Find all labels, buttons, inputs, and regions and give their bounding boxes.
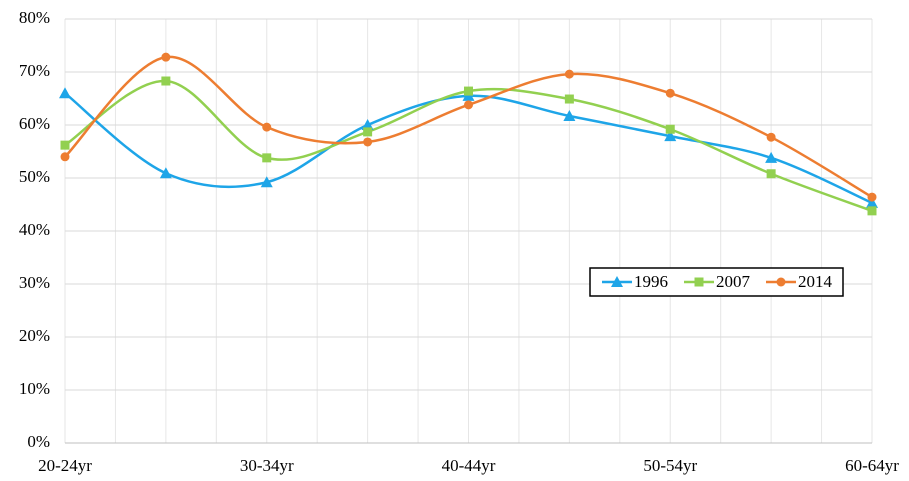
marker	[766, 132, 776, 142]
marker	[665, 124, 675, 134]
legend-label: 1996	[634, 272, 668, 291]
x-tick-label: 60-64yr	[845, 456, 899, 475]
marker	[776, 277, 786, 287]
legend-label: 2007	[716, 272, 751, 291]
marker	[161, 52, 171, 62]
marker	[161, 76, 171, 86]
x-tick-label: 20-24yr	[38, 456, 92, 475]
y-tick-label: 10%	[19, 379, 50, 398]
series-line	[64, 55, 873, 199]
marker	[363, 137, 373, 147]
legend-label: 2014	[798, 272, 833, 291]
x-tick-label: 50-54yr	[643, 456, 697, 475]
marker	[59, 87, 71, 99]
y-tick-label: 60%	[19, 114, 50, 133]
x-tick-label: 30-34yr	[240, 456, 294, 475]
marker	[262, 122, 272, 132]
legend: 1996 2007 2014	[589, 267, 844, 297]
y-tick-label: 0%	[27, 432, 50, 451]
y-tick-label: 30%	[19, 273, 50, 292]
marker	[867, 206, 877, 216]
y-tick-label: 50%	[19, 167, 50, 186]
marker	[361, 119, 374, 130]
marker	[564, 94, 574, 104]
marker	[766, 169, 776, 179]
x-tick-label: 40-44yr	[442, 456, 496, 475]
marker	[260, 176, 273, 188]
marker	[464, 100, 473, 110]
y-tick-label: 80%	[19, 8, 50, 27]
marker	[867, 192, 877, 202]
marker	[563, 109, 576, 121]
marker	[694, 277, 704, 287]
y-tick-label: 70%	[19, 61, 50, 80]
marker	[765, 151, 778, 163]
marker	[60, 152, 70, 162]
y-tick-label: 40%	[19, 220, 50, 239]
legend-box	[589, 267, 844, 297]
marker	[866, 196, 878, 208]
marker	[665, 88, 675, 98]
marker	[363, 127, 373, 137]
marker	[664, 130, 677, 142]
marker	[464, 86, 473, 96]
marker	[611, 276, 623, 287]
marker	[564, 69, 574, 79]
marker	[262, 153, 272, 163]
y-tick-label: 20%	[19, 326, 50, 345]
marker	[159, 167, 172, 179]
marker	[60, 140, 70, 150]
